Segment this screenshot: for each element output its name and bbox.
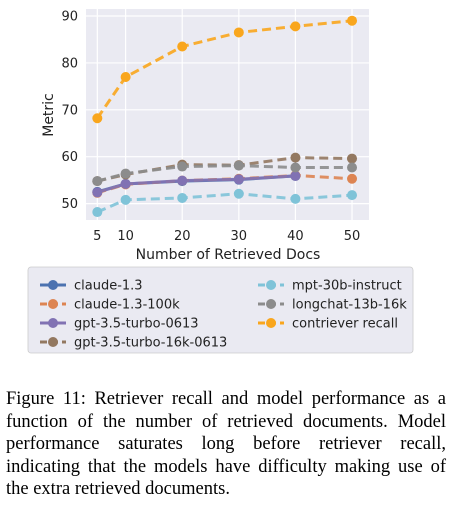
data-point-contriever-recall [177, 41, 188, 52]
legend-label-claude-1-3-100k: claude-1.3-100k [74, 298, 180, 313]
data-point-gpt-3-5-turbo-16k-0613 [290, 152, 301, 163]
data-point-mpt-30b-instruct [290, 193, 301, 204]
series-line-contriever-recall [96, 19, 353, 120]
series-line-mpt-30b-instruct [96, 192, 353, 214]
data-point-mpt-30b-instruct [92, 207, 103, 218]
legend-marker-gpt-3-5-turbo-16k-0613 [48, 337, 58, 347]
legend-marker-claude-1-3-100k [48, 299, 58, 309]
x-tick-label: 30 [231, 229, 248, 244]
legend-box [27, 266, 414, 354]
legend-label-claude-1-3: claude-1.3 [74, 279, 143, 294]
data-point-longchat-13b-16k [120, 168, 131, 179]
x-tick-label: 10 [117, 229, 134, 244]
y-tick-label: 70 [61, 103, 78, 118]
data-point-contriever-recall [233, 27, 244, 38]
data-point-gpt-3-5-turbo-0613 [92, 187, 103, 198]
data-point-contriever-recall [120, 71, 131, 82]
legend-marker-gpt-3-5-turbo-0613 [48, 318, 58, 328]
y-tick-label: 50 [61, 197, 78, 212]
legend: claude-1.3 claude-1.3-100k gpt-3.5-turbo-0… [40, 279, 407, 351]
data-point-gpt-3-5-turbo-16k-0613 [347, 153, 358, 164]
data-point-mpt-30b-instruct [177, 192, 188, 203]
y-tick-label: 80 [61, 56, 78, 71]
legend-marker-longchat-13b-16k [266, 299, 276, 309]
legend-label-gpt-3-5-turbo-0613: gpt-3.5-turbo-0613 [74, 317, 199, 332]
data-point-contriever-recall [347, 15, 358, 26]
data-point-longchat-13b-16k [290, 162, 301, 173]
y-tick-label: 90 [61, 10, 78, 25]
data-point-gpt-3-5-turbo-0613 [290, 170, 301, 181]
legend-marker-claude-1-3 [48, 280, 58, 290]
y-tick-label: 60 [61, 150, 78, 165]
series-line-longchat-13b-16k [96, 164, 353, 183]
data-point-gpt-3-5-turbo-0613 [120, 178, 131, 189]
legend-label-mpt-30b-instruct: mpt-30b-instruct [292, 279, 402, 294]
y-axis-label: Metric [41, 93, 57, 137]
x-tick-label: 20 [174, 229, 191, 244]
data-point-mpt-30b-instruct [233, 188, 244, 199]
x-tick-label: 5 [93, 229, 101, 244]
x-tick-label: 50 [344, 229, 361, 244]
data-point-longchat-13b-16k [92, 176, 103, 187]
data-point-gpt-3-5-turbo-0613 [233, 174, 244, 185]
data-point-longchat-13b-16k [233, 160, 244, 171]
legend-label-longchat-13b-16k: longchat-13b-16k [292, 298, 407, 313]
legend-label-gpt-3-5-turbo-16k-0613: gpt-3.5-turbo-16k-0613 [74, 336, 227, 351]
data-point-gpt-3-5-turbo-0613 [177, 175, 188, 186]
series-layer [92, 15, 358, 218]
tick-labels: 5 10 20 30 40 50 50 60 70 80 90 [61, 10, 360, 244]
data-point-contriever-recall [92, 113, 103, 124]
data-point-mpt-30b-instruct [347, 190, 358, 201]
legend-marker-contriever-recall [266, 318, 276, 328]
x-tick-label: 40 [287, 229, 304, 244]
data-point-longchat-13b-16k [177, 161, 188, 172]
data-point-longchat-13b-16k [347, 162, 358, 173]
figure-caption: Figure 11: Retriever recall and model pe… [6, 389, 446, 499]
data-point-claude-1-3-100k [347, 173, 358, 184]
legend-label-contriever-recall: contriever recall [292, 317, 398, 332]
data-point-mpt-30b-instruct [120, 194, 131, 205]
legend-marker-mpt-30b-instruct [266, 280, 276, 290]
data-point-contriever-recall [290, 21, 301, 32]
x-axis-label: Number of Retrieved Docs [136, 247, 321, 263]
